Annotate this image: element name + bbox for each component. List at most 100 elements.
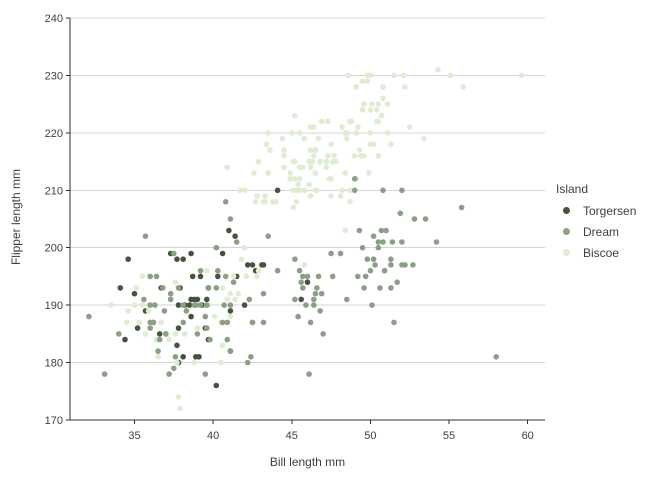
data-point-biscoe	[287, 170, 294, 176]
data-point-dream	[171, 250, 177, 257]
data-point-dream	[153, 273, 160, 280]
data-point-biscoe	[355, 124, 361, 130]
data-point-dream	[493, 354, 500, 360]
data-point-biscoe	[227, 313, 234, 320]
data-point-dream	[244, 359, 251, 366]
data-point-torgersen	[174, 256, 180, 263]
data-point-biscoe	[447, 72, 454, 79]
data-point-biscoe	[378, 112, 385, 119]
data-point-dream	[260, 290, 267, 297]
data-point-dream	[411, 216, 418, 222]
data-point-biscoe	[307, 193, 314, 199]
data-point-biscoe	[232, 296, 238, 303]
data-point-dream	[402, 262, 408, 268]
data-point-biscoe	[367, 130, 374, 136]
data-point-biscoe	[328, 141, 334, 148]
data-point-biscoe	[375, 101, 382, 107]
data-point-biscoe	[369, 101, 375, 107]
data-point-dream	[317, 308, 323, 314]
data-point-biscoe	[325, 153, 331, 159]
data-point-dream	[306, 371, 312, 377]
data-point-biscoe	[328, 176, 334, 182]
data-point-biscoe	[172, 279, 179, 286]
data-point-biscoe	[125, 308, 131, 314]
data-point-dream	[298, 279, 305, 286]
legend-title: Island	[556, 182, 589, 196]
data-point-biscoe	[255, 267, 262, 274]
x-tick-label: 60	[522, 430, 534, 442]
data-point-biscoe	[252, 199, 259, 205]
data-point-biscoe	[312, 170, 319, 176]
data-point-biscoe	[339, 187, 345, 194]
data-point-dream	[292, 296, 298, 303]
data-point-dream	[152, 302, 158, 308]
data-point-dream	[141, 296, 147, 303]
data-point-dream	[101, 371, 108, 377]
data-point-biscoe	[373, 107, 380, 113]
data-point-biscoe	[177, 405, 183, 412]
data-point-dream	[399, 187, 405, 194]
data-point-dream	[180, 302, 186, 308]
data-point-dream	[380, 187, 386, 194]
data-point-dream	[356, 227, 363, 234]
data-point-dream	[372, 262, 378, 268]
data-point-dream	[213, 285, 220, 291]
data-point-biscoe	[364, 72, 371, 79]
data-point-dream	[204, 325, 210, 331]
data-point-dream	[161, 308, 168, 314]
data-point-dream	[367, 267, 374, 274]
data-point-dream	[410, 262, 416, 268]
data-point-torgersen	[174, 342, 180, 349]
x-tick-label: 45	[286, 430, 298, 442]
data-point-dream	[207, 336, 213, 343]
data-point-dream	[224, 336, 231, 343]
data-point-dream	[377, 285, 383, 291]
data-point-biscoe	[364, 78, 371, 84]
data-point-dream	[205, 285, 212, 291]
data-point-biscoe	[347, 187, 353, 194]
data-point-biscoe	[292, 112, 298, 119]
data-point-dream	[351, 176, 358, 182]
data-point-biscoe	[139, 302, 146, 308]
data-point-biscoe	[307, 164, 314, 171]
x-tick-label: 40	[207, 430, 219, 442]
data-point-dream	[213, 244, 220, 251]
data-point-biscoe	[136, 319, 142, 326]
data-point-dream	[215, 267, 221, 274]
data-point-biscoe	[402, 84, 408, 90]
data-point-biscoe	[241, 244, 248, 251]
data-point-torgersen	[189, 273, 196, 280]
y-tick-label: 200	[45, 243, 63, 255]
data-point-dream	[362, 273, 369, 280]
data-point-dream	[202, 371, 209, 377]
data-point-dream	[311, 302, 317, 308]
data-point-dream	[391, 319, 397, 326]
data-point-biscoe	[238, 256, 245, 263]
data-point-torgersen	[232, 233, 238, 239]
data-point-dream	[202, 313, 209, 320]
data-point-biscoe	[359, 107, 366, 113]
data-point-biscoe	[373, 118, 380, 125]
data-point-dream	[194, 331, 201, 337]
data-point-dream	[147, 325, 153, 331]
data-point-dream	[304, 273, 311, 280]
data-point-dream	[292, 256, 298, 263]
data-point-biscoe	[518, 72, 525, 79]
data-point-biscoe	[211, 313, 218, 320]
data-point-dream	[227, 348, 234, 354]
data-point-biscoe	[224, 164, 231, 171]
data-point-biscoe	[265, 130, 272, 136]
data-point-biscoe	[218, 359, 224, 366]
data-point-dream	[86, 313, 92, 320]
data-point-torgersen	[193, 354, 199, 360]
data-point-biscoe	[331, 153, 338, 159]
data-point-dream	[344, 296, 350, 303]
data-point-biscoe	[296, 176, 303, 182]
data-point-torgersen	[244, 262, 251, 268]
data-point-dream	[142, 233, 149, 239]
data-point-biscoe	[380, 84, 386, 90]
data-point-biscoe	[317, 158, 323, 165]
data-point-biscoe	[279, 135, 286, 142]
data-point-dream	[166, 371, 172, 377]
data-point-biscoe	[312, 147, 319, 153]
